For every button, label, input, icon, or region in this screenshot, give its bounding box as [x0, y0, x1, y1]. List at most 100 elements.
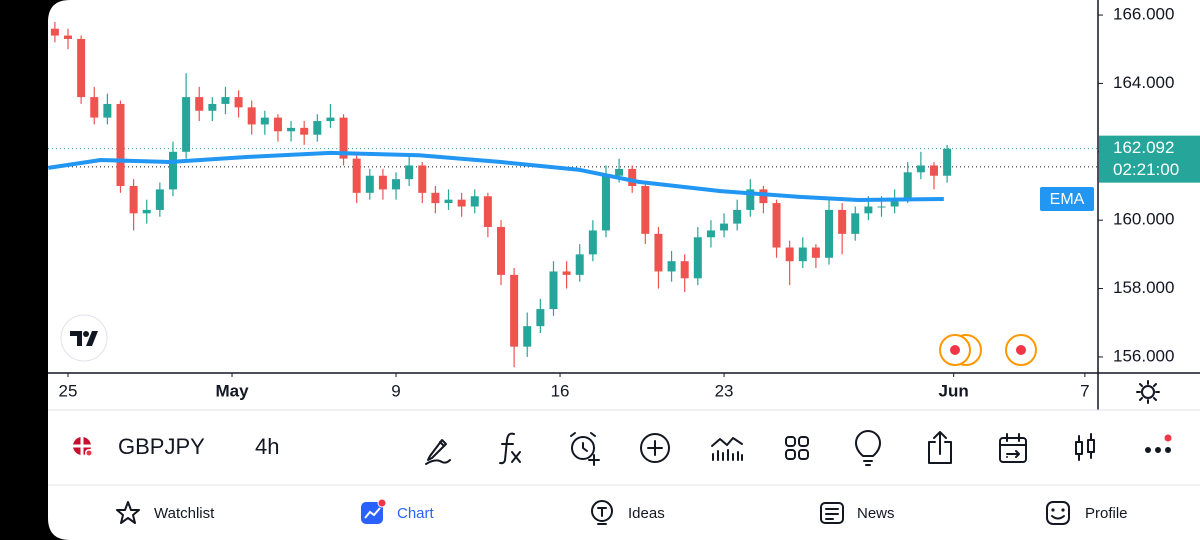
y-tick-label: 164.000: [1113, 73, 1174, 92]
candle-body: [562, 271, 571, 275]
drawing-tool-button[interactable]: [425, 439, 451, 465]
news-tab[interactable]: News: [820, 502, 895, 524]
y-tick-label: 166.000: [1113, 5, 1174, 24]
candle-body: [496, 227, 505, 275]
candle-body: [365, 175, 374, 193]
candle-body: [378, 175, 387, 190]
candle-body: [929, 165, 938, 176]
ema-line: [48, 150, 944, 203]
candle-body: [549, 271, 558, 310]
function-button[interactable]: [499, 432, 521, 465]
share-button[interactable]: [928, 431, 952, 464]
alert-button[interactable]: [570, 432, 600, 466]
candle-body: [129, 185, 138, 214]
add-button[interactable]: [640, 433, 670, 463]
plot-area: [48, 21, 1098, 368]
candle-body: [811, 247, 820, 258]
candle-body: [352, 158, 361, 193]
last-price-box: [1099, 135, 1200, 183]
layout-button[interactable]: [785, 436, 809, 460]
candle-body: [798, 247, 807, 262]
candle-body: [864, 206, 873, 214]
candle-body: [667, 261, 676, 272]
candle-body: [746, 189, 755, 210]
candle-body: [313, 121, 322, 135]
x-tick-label: Jun: [939, 381, 969, 400]
candle-body: [588, 230, 597, 255]
more-button[interactable]: [1145, 434, 1172, 454]
candle-body: [103, 103, 112, 118]
y-tick-label: 160.000: [1113, 210, 1174, 229]
chart-tab[interactable]: Chart: [361, 498, 435, 524]
indicators-button[interactable]: [711, 437, 743, 461]
candle-body: [431, 192, 440, 204]
candle-body: [916, 165, 925, 173]
candle-body: [693, 237, 702, 279]
candle-body: [615, 168, 624, 176]
candle-body: [680, 261, 689, 279]
x-tick-label: 23: [715, 381, 734, 400]
candle-body: [772, 203, 781, 248]
tv-logo: [60, 314, 108, 362]
ema-tag: [1040, 186, 1094, 211]
chart-type-button[interactable]: [1075, 433, 1095, 461]
candle-body: [444, 199, 453, 204]
candle-body: [405, 165, 414, 180]
x-tick-label: 16: [551, 381, 570, 400]
candle-body: [418, 165, 427, 193]
candle-body: [260, 117, 269, 125]
candle-body: [142, 209, 151, 214]
candle-body: [706, 230, 715, 238]
candle-body: [155, 189, 164, 210]
candle-body: [641, 185, 650, 234]
symbol-name[interactable]: GBPJPY: [118, 434, 205, 459]
candle-body: [64, 35, 73, 39]
candle-body: [457, 199, 466, 207]
ideas-tab[interactable]: Ideas: [591, 500, 665, 525]
candle-body: [470, 196, 479, 207]
profile-tab[interactable]: Profile: [1046, 501, 1128, 525]
watchlist-tab[interactable]: Watchlist: [116, 501, 215, 524]
symbol-flag[interactable]: [73, 437, 93, 457]
candle-body: [943, 148, 952, 176]
candle-body: [339, 117, 348, 159]
candle-body: [628, 168, 637, 186]
nav-label: News: [857, 505, 895, 522]
candle-body: [733, 209, 742, 224]
candle-body: [273, 117, 282, 132]
last-price-label: 162.092: [1113, 138, 1174, 157]
candle-body: [77, 38, 86, 98]
nav-label: Ideas: [628, 505, 665, 522]
candle-body: [326, 117, 335, 122]
candle-body: [851, 213, 860, 234]
candle-body: [168, 151, 177, 190]
candle-body: [234, 97, 243, 108]
ema-tag-label: EMA: [1050, 191, 1085, 208]
interval[interactable]: 4h: [255, 434, 279, 459]
countdown-label: 02:21:00: [1113, 160, 1179, 179]
candle-body: [825, 209, 834, 258]
candle-body: [483, 196, 492, 228]
nav-label: Chart: [397, 505, 435, 522]
candle-body: [523, 326, 532, 347]
replay-button[interactable]: [999, 433, 1027, 463]
candle-body: [50, 28, 59, 36]
ideas-button[interactable]: [855, 430, 881, 466]
candle-body: [601, 175, 610, 231]
y-tick-label: 156.000: [1113, 346, 1174, 365]
nav-label: Watchlist: [154, 505, 215, 522]
event-markers[interactable]: [939, 334, 1037, 366]
candle-body: [116, 103, 125, 186]
nav-label: Profile: [1085, 505, 1128, 522]
settings-button[interactable]: [1136, 380, 1160, 404]
candle-body: [575, 254, 584, 275]
candle-body: [90, 97, 99, 118]
candle-body: [392, 179, 401, 190]
x-tick-label: 7: [1080, 381, 1089, 400]
candle-body: [785, 247, 794, 262]
y-tick-label: 158.000: [1113, 278, 1174, 297]
candle-body: [182, 97, 191, 152]
candle-body: [300, 127, 309, 135]
